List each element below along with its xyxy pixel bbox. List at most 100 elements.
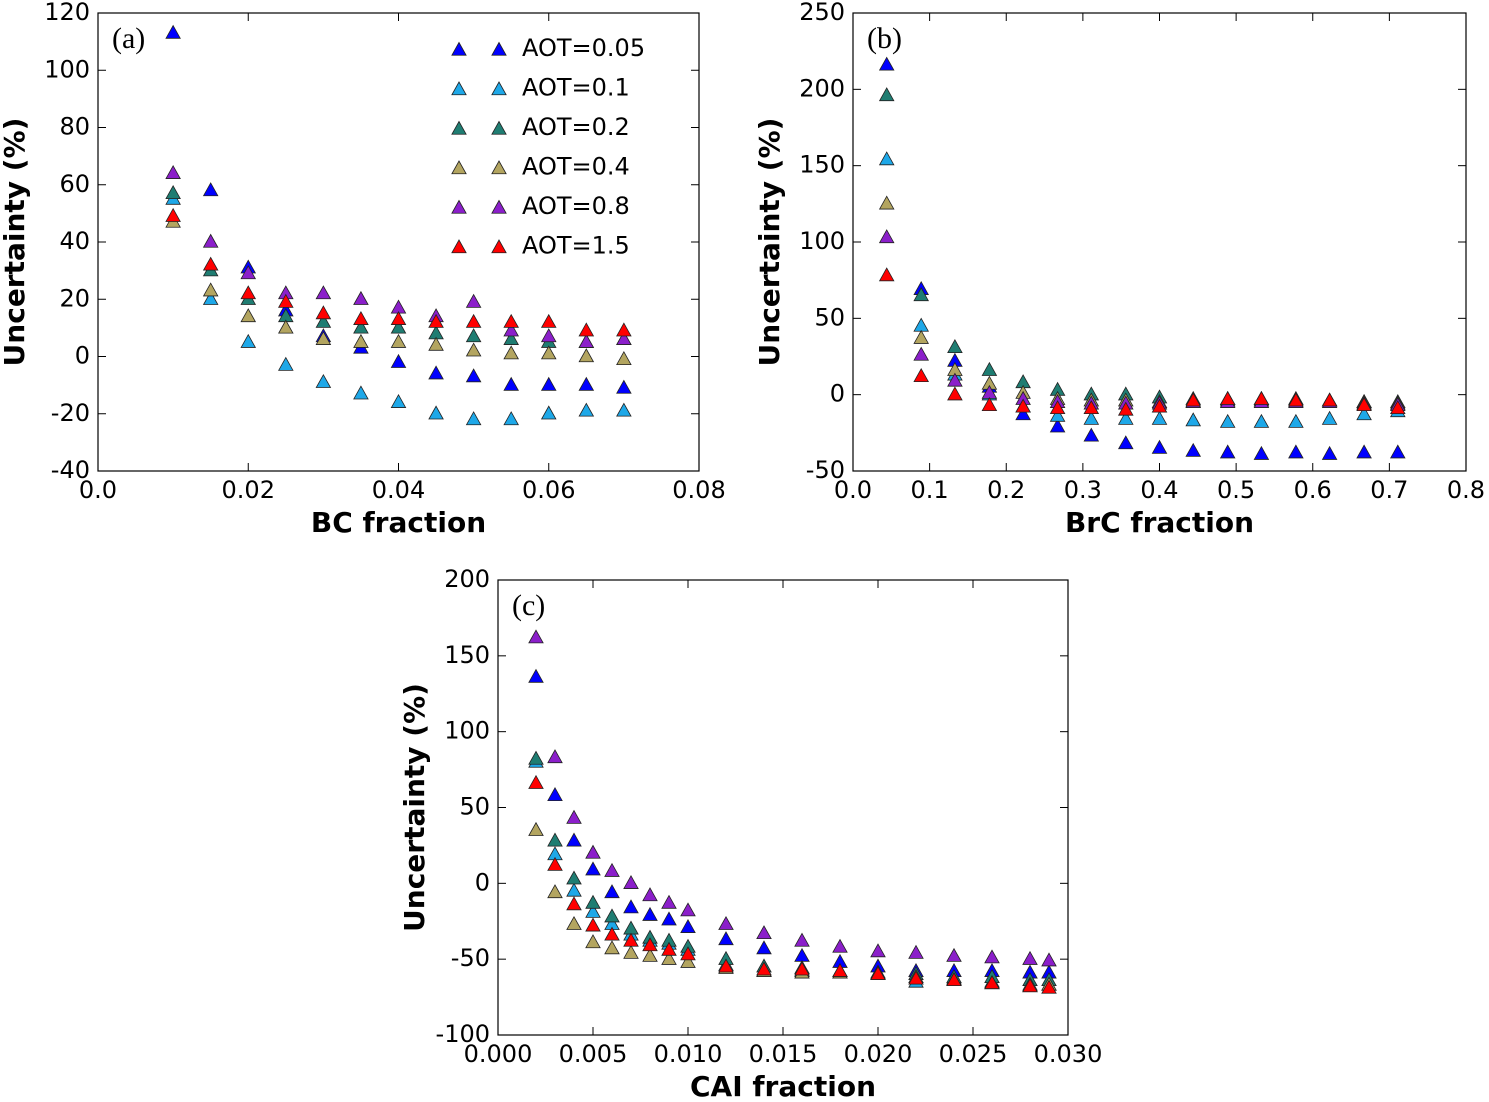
point <box>1356 406 1372 421</box>
y-tick-label: 100 <box>444 717 490 745</box>
point <box>465 293 482 308</box>
point <box>390 310 407 325</box>
point <box>566 882 582 897</box>
subplot: 0.0 0.02 0.04 0.06 0.08 -40 -20 0 20 40 60 80 100 120… <box>0 0 726 539</box>
y-tick-label: -50 <box>451 944 490 972</box>
point <box>1015 398 1031 413</box>
point <box>1049 418 1066 433</box>
point <box>566 870 582 885</box>
legend-marker <box>491 160 507 175</box>
point <box>642 947 658 962</box>
point <box>353 333 369 348</box>
point <box>604 862 620 877</box>
y-tick-label: 60 <box>59 170 90 198</box>
x-tick-label: 0.5 <box>1217 476 1255 504</box>
point <box>1321 410 1338 425</box>
point <box>623 932 639 947</box>
point <box>465 411 482 426</box>
point <box>756 925 772 940</box>
point <box>578 348 595 363</box>
point <box>315 331 332 345</box>
legend-marker <box>491 239 507 254</box>
point <box>1041 952 1057 967</box>
point <box>1288 444 1304 459</box>
point <box>1117 410 1134 425</box>
point <box>503 345 519 360</box>
point <box>1288 413 1304 428</box>
y-tick-label: 40 <box>59 227 90 255</box>
point <box>566 809 582 824</box>
panel-label: (b) <box>867 22 902 55</box>
point <box>240 333 257 348</box>
point <box>718 931 734 946</box>
point <box>465 342 482 357</box>
point <box>528 774 544 789</box>
subplot: 0.000 0.005 0.010 0.015 0.020 0.025 0.030 -100 -… <box>398 565 1102 1102</box>
point <box>547 856 563 871</box>
point <box>878 195 895 210</box>
point <box>908 970 924 985</box>
point <box>1321 445 1338 460</box>
point <box>832 962 848 977</box>
point <box>947 386 963 401</box>
y-tick-label: -40 <box>51 456 90 484</box>
legend-label: AOT=0.4 <box>522 153 630 181</box>
point <box>1356 397 1372 412</box>
point <box>1151 439 1168 454</box>
point <box>353 290 369 305</box>
point <box>756 961 772 976</box>
point <box>315 373 332 388</box>
point <box>528 629 544 644</box>
point <box>540 313 557 328</box>
point <box>315 313 332 328</box>
y-tick-label: 150 <box>799 151 845 179</box>
legend-marker <box>451 239 467 254</box>
point <box>878 151 895 166</box>
x-tick-label: 0.2 <box>987 476 1025 504</box>
legend-marker <box>451 160 467 175</box>
point <box>578 376 595 391</box>
point <box>616 402 632 417</box>
point <box>566 915 582 930</box>
point <box>165 24 181 39</box>
legend-label: AOT=1.5 <box>522 232 630 260</box>
point <box>585 903 601 918</box>
y-tick-label: 50 <box>459 793 490 821</box>
point <box>616 379 632 394</box>
point <box>604 940 620 955</box>
x-axis-label: BrC fraction <box>1065 506 1254 539</box>
point <box>1083 427 1100 442</box>
point <box>353 319 369 334</box>
point <box>585 917 601 932</box>
point <box>1083 410 1100 425</box>
panel-label: (c) <box>512 589 545 622</box>
point <box>353 310 369 325</box>
x-tick-label: 0.015 <box>749 1040 818 1068</box>
point <box>604 884 620 899</box>
legend-marker <box>451 120 467 135</box>
point <box>202 233 219 248</box>
point <box>528 821 544 836</box>
point <box>1253 445 1270 460</box>
point <box>913 329 930 344</box>
point <box>680 902 696 917</box>
legend-label: AOT=0.1 <box>522 74 630 102</box>
x-tick-label: 0.025 <box>939 1040 1008 1068</box>
point <box>540 405 557 420</box>
point <box>566 896 582 911</box>
point <box>528 668 544 683</box>
y-tick-label: 0 <box>475 868 490 896</box>
point <box>616 351 632 366</box>
point <box>503 313 519 328</box>
point <box>1288 392 1304 407</box>
point <box>202 256 219 271</box>
point <box>240 308 257 323</box>
point <box>878 267 895 282</box>
legend-label: AOT=0.2 <box>522 113 630 141</box>
point <box>240 265 257 280</box>
point <box>315 285 332 300</box>
point <box>623 875 639 889</box>
point <box>794 932 810 947</box>
x-tick-label: 0.005 <box>559 1040 628 1068</box>
point <box>680 953 696 968</box>
